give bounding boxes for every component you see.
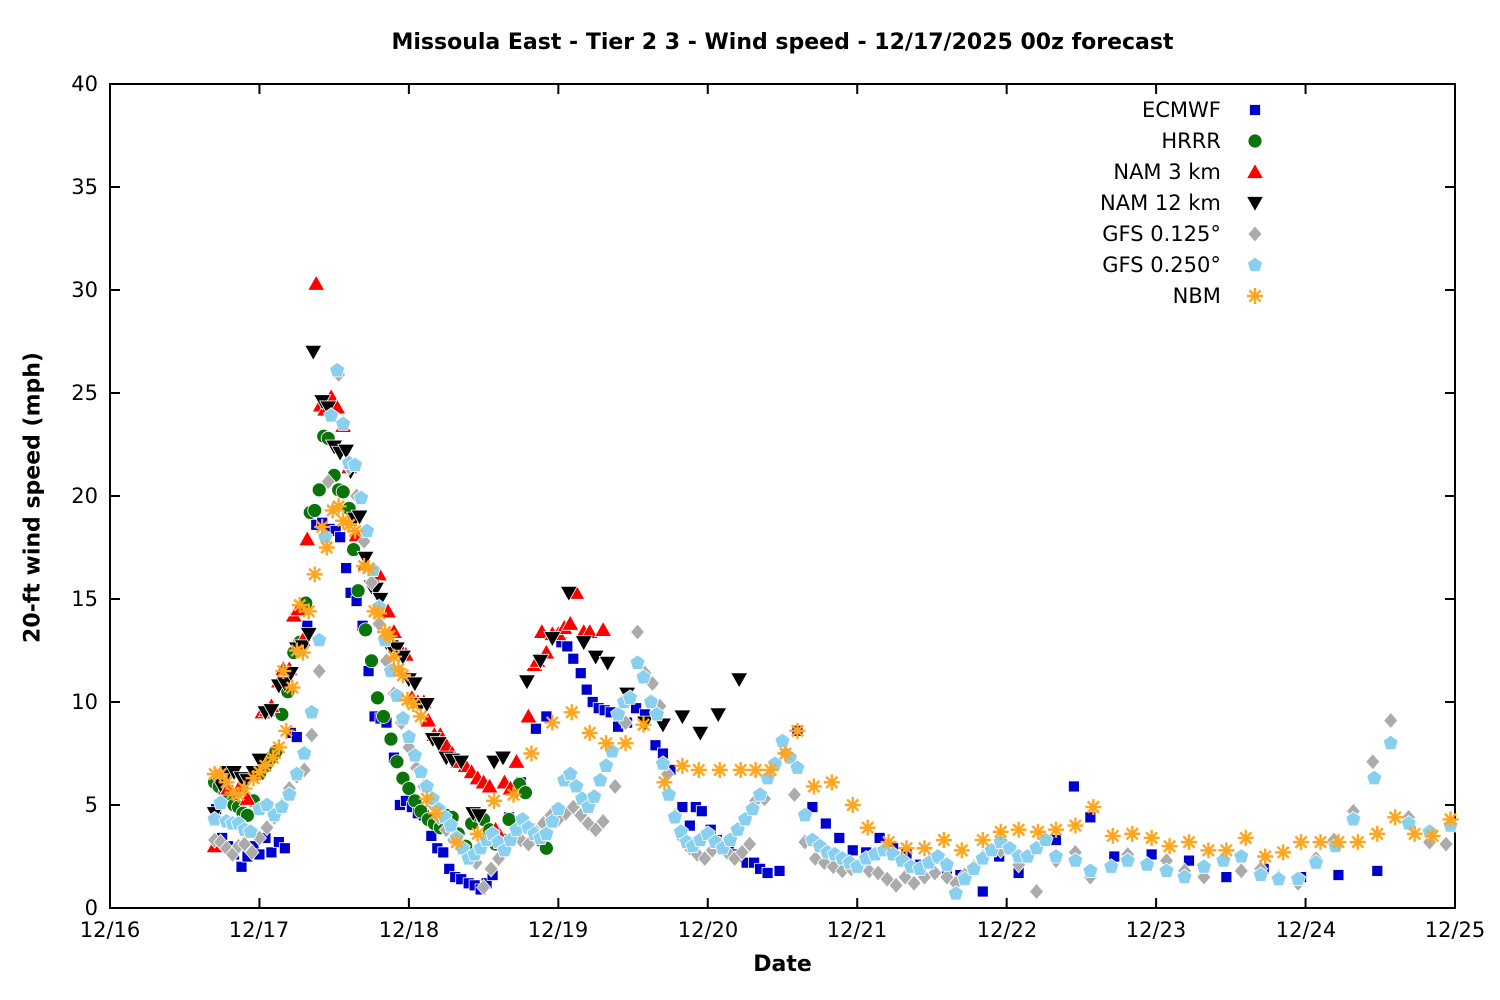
- legend-item-gfs0125: GFS 0.125°: [1100, 218, 1283, 249]
- hrrr-circle-icon: [1247, 133, 1263, 148]
- series-ECMWF: [210, 516, 1384, 898]
- legend-item-nbm: NBM: [1100, 280, 1283, 311]
- x-tick-label: 12/23: [1125, 918, 1187, 942]
- legend-item-gfs0250: GFS 0.250°: [1100, 249, 1283, 280]
- y-tick-label: 25: [71, 381, 98, 405]
- x-tick-label: 12/21: [826, 918, 888, 942]
- legend-item-nam3km: NAM 3 km: [1100, 156, 1283, 187]
- x-tick-label: 12/20: [677, 918, 739, 942]
- legend-label: NAM 12 km: [1100, 190, 1221, 215]
- y-axis-label: 20-ft wind speed (mph): [20, 352, 46, 643]
- legend-label: HRRR: [1161, 128, 1221, 153]
- y-tick-label: 20: [71, 484, 98, 508]
- chart-title: Missoula East - Tier 2 3 - Wind speed - …: [391, 30, 1174, 55]
- legend-label: GFS 0.125°: [1102, 221, 1221, 246]
- nam12km-triangle-down-icon: [1245, 195, 1265, 212]
- y-tick-label: 10: [71, 690, 98, 714]
- legend: ECMWF HRRR NAM 3 km NAM 12 km GFS 0.125°…: [1100, 94, 1283, 311]
- x-tick-label: 12/24: [1275, 918, 1337, 942]
- x-tick-label: 12/19: [527, 918, 589, 942]
- x-tick-label: 12/25: [1424, 918, 1486, 942]
- y-tick-label: 30: [71, 278, 98, 302]
- x-tick-label: 12/16: [79, 918, 141, 942]
- y-tick-label: 40: [71, 72, 98, 96]
- x-tick-label: 12/22: [976, 918, 1038, 942]
- legend-label: NAM 3 km: [1113, 159, 1221, 184]
- y-tick-label: 15: [71, 587, 98, 611]
- series-NBM: [206, 498, 1459, 865]
- nbm-asterisk-icon: [1246, 287, 1263, 304]
- y-tick-label: 0: [84, 896, 98, 920]
- legend-label: NBM: [1172, 283, 1221, 308]
- x-axis-label: Date: [753, 952, 812, 977]
- legend-item-ecmwf: ECMWF: [1100, 94, 1283, 125]
- gfs0125-diamond-icon: [1247, 224, 1263, 243]
- y-tick-label: 35: [71, 175, 98, 199]
- legend-label: GFS 0.250°: [1102, 252, 1221, 277]
- y-tick-label: 5: [84, 793, 98, 817]
- x-tick-label: 12/18: [378, 918, 440, 942]
- ecmwf-square-icon: [1248, 103, 1261, 116]
- nam3km-triangle-up-icon: [1245, 162, 1265, 179]
- series-NAM 12 km: [205, 344, 749, 825]
- gfs0250-pentagon-icon: [1246, 256, 1263, 272]
- legend-label: ECMWF: [1141, 97, 1221, 122]
- legend-item-nam12km: NAM 12 km: [1100, 187, 1283, 218]
- legend-item-hrrr: HRRR: [1100, 125, 1283, 156]
- x-tick-label: 12/17: [228, 918, 290, 942]
